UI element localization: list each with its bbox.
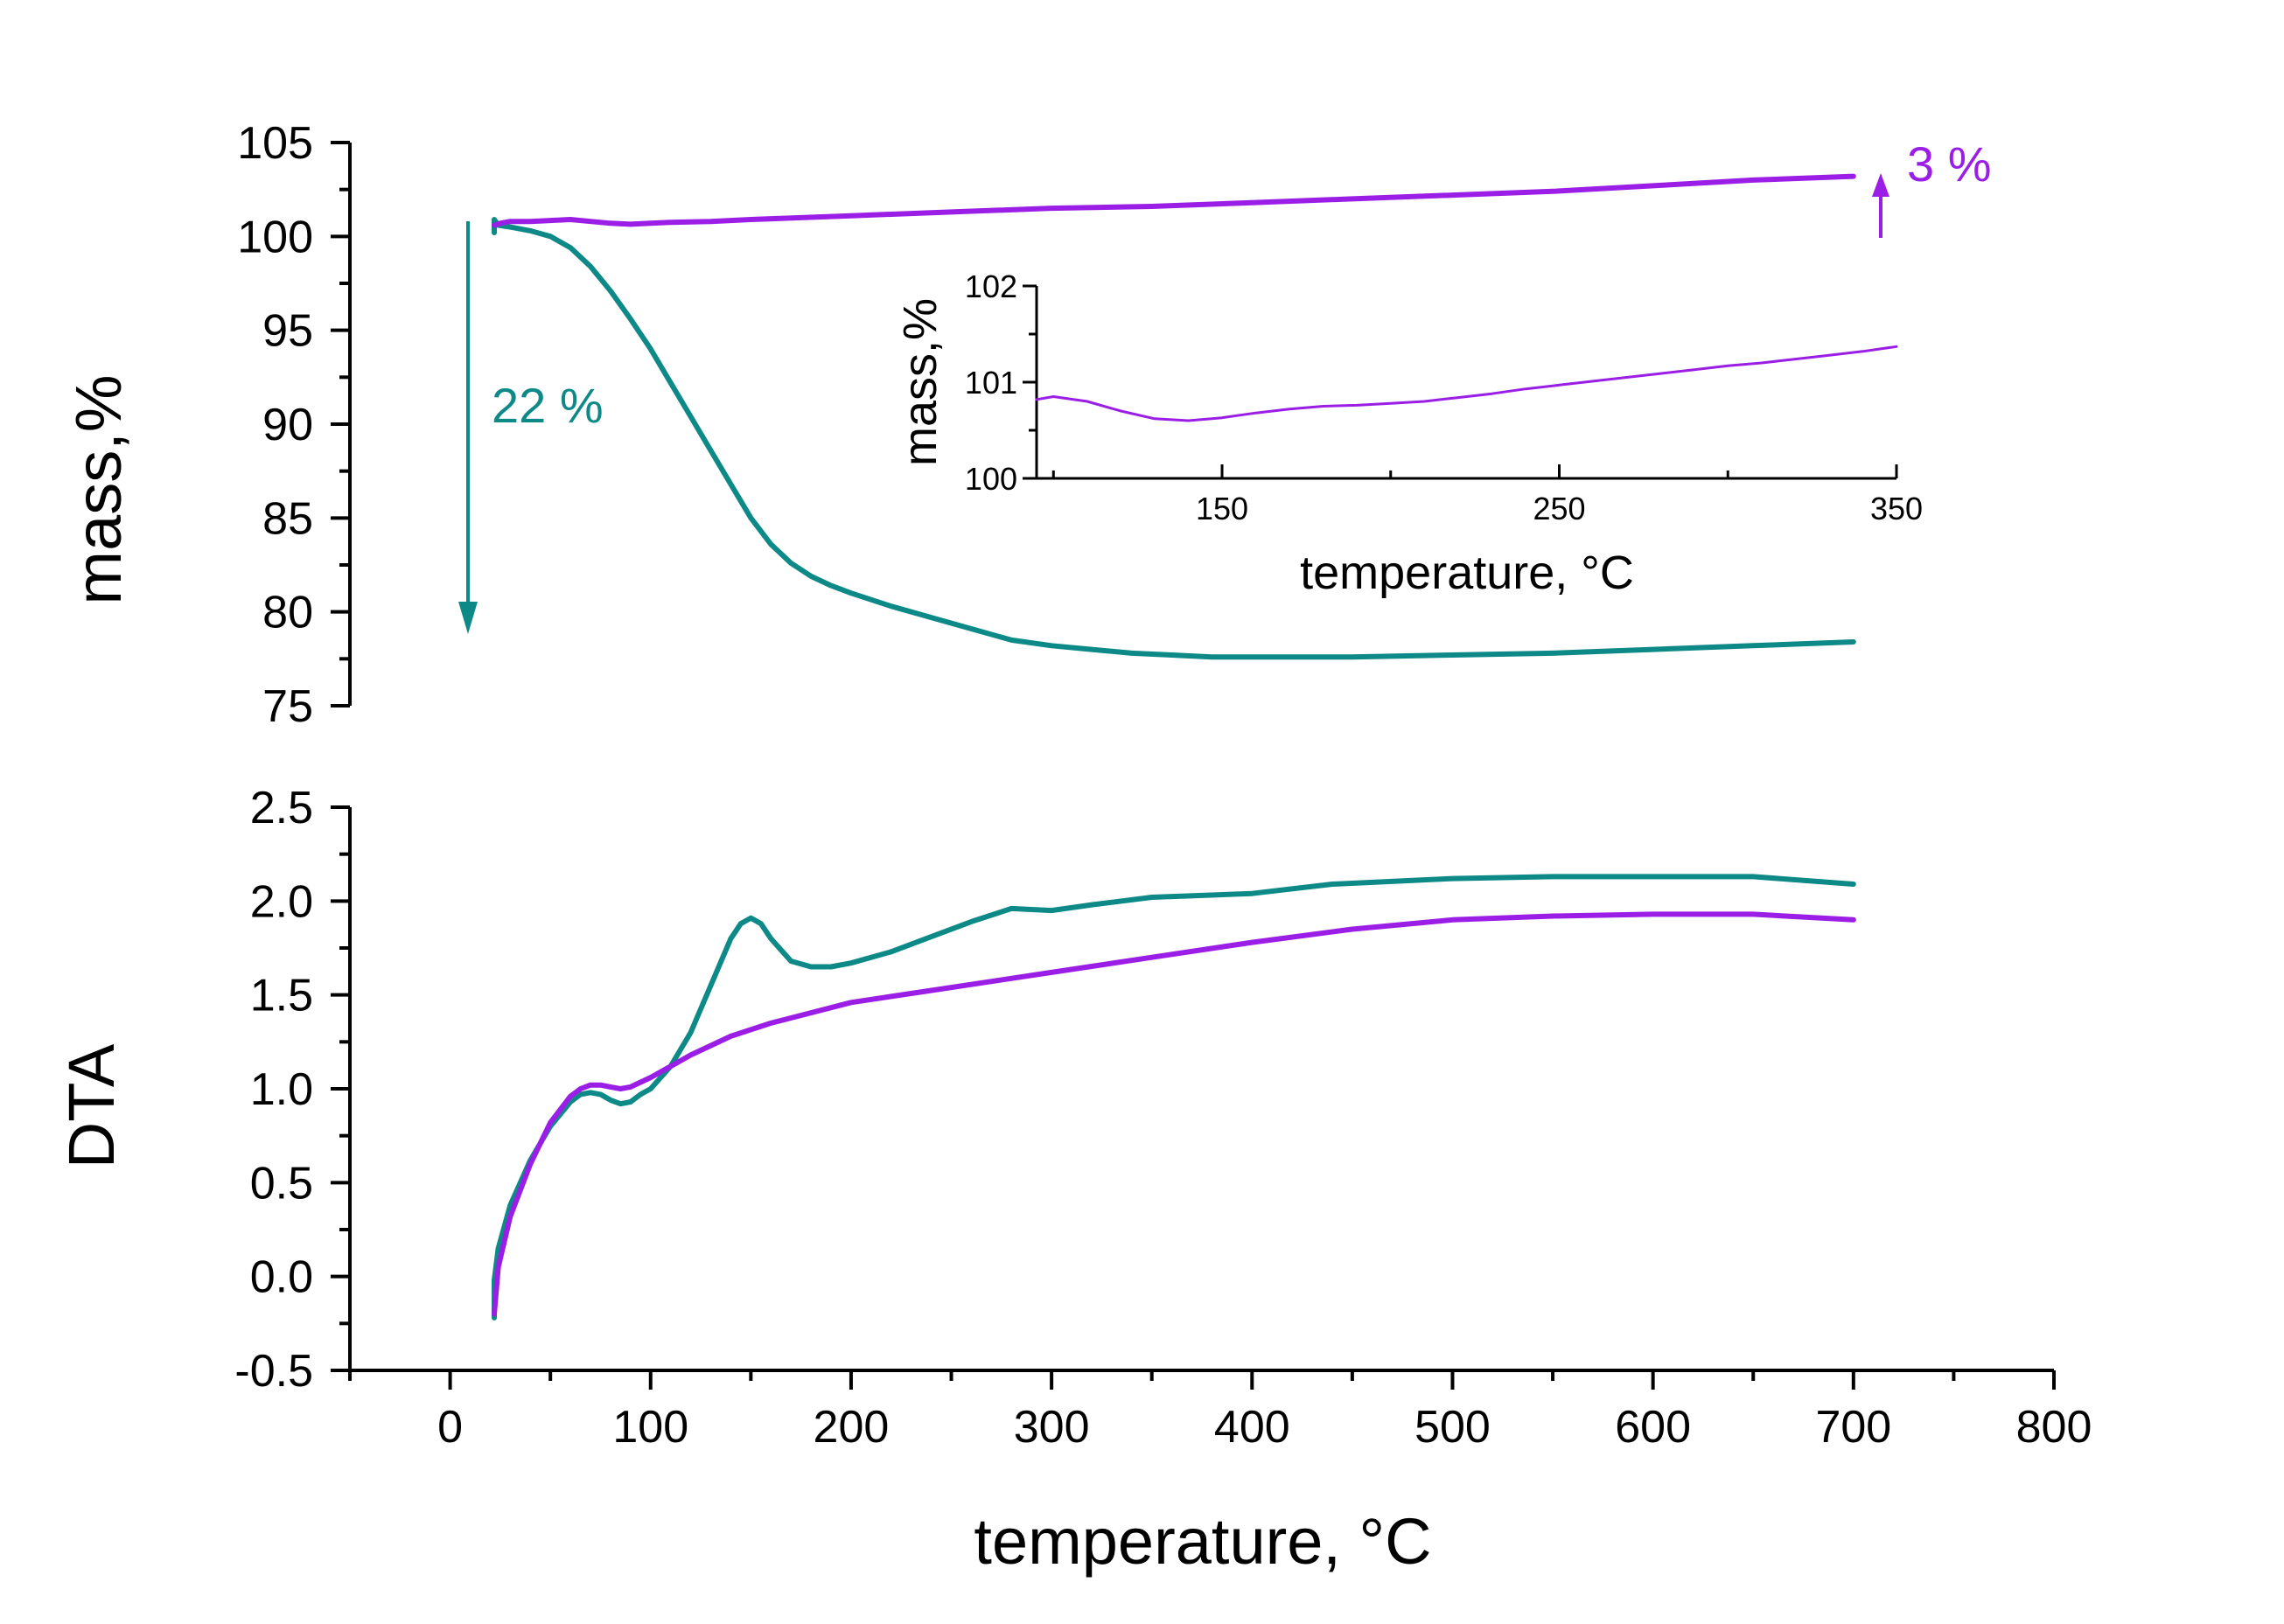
dta-y-tick-label: 1.0 [250, 1064, 313, 1115]
mass-y-tick-label: 85 [262, 493, 313, 544]
dta-y-tick-label: 2.5 [250, 783, 313, 833]
dta-series-teal-line [492, 874, 1856, 1321]
mass-series-purple-line [492, 173, 1856, 228]
inset-x-axis-title: temperature, °C [1300, 547, 1634, 599]
x-tick-label: 200 [814, 1402, 890, 1453]
inset-ticks: 100 101 102 150 250 350 [965, 268, 1923, 526]
mass-panel: 75 80 85 90 95 100 105 mass,% 22 % 3 % [62, 118, 1992, 732]
inset-x-tick-label: 350 [1870, 491, 1923, 526]
x-axis-title: temperature, °C [974, 1505, 1431, 1578]
inset-series-group [1035, 345, 1898, 422]
mass-y-tick-label: 90 [262, 400, 313, 450]
inset-y-tick-label: 101 [965, 365, 1017, 401]
mass-y-tick-label: 100 [237, 212, 313, 262]
mass-y-tick-label: 80 [262, 588, 313, 638]
x-tick-label: 700 [1815, 1402, 1891, 1453]
mass-series-group [492, 173, 1856, 660]
x-tick-label: 0 [437, 1402, 463, 1453]
mass-loss-annotation: 22 % [492, 378, 604, 433]
x-tick-label: 500 [1414, 1402, 1491, 1453]
mass-y-axis-title: mass,% [62, 374, 135, 604]
mass-y-tick-label: 95 [262, 306, 313, 357]
dta-ticks: -0.5 0.0 0.5 1.0 1.5 2.0 2.5 0 100 200 300 400 500 60… [234, 783, 2092, 1453]
dta-y-axis-title: DTA [55, 1043, 128, 1168]
dta-y-tick-label: -0.5 [234, 1346, 313, 1397]
mass-loss-arrow-head [458, 602, 478, 634]
inset-series-purple-line [1035, 345, 1898, 422]
mass-gain-arrow-head [1872, 173, 1889, 197]
dta-y-tick-label: 1.5 [250, 971, 313, 1021]
dta-y-tick-label: 2.0 [250, 876, 313, 927]
inset-y-tick-label: 100 [965, 461, 1017, 497]
inset-x-tick-label: 150 [1196, 491, 1248, 526]
mass-y-ticks: 75 80 85 90 95 100 105 [237, 118, 352, 732]
mass-series-teal-line [492, 217, 1856, 660]
mass-y-tick-label: 75 [262, 681, 313, 732]
dta-series-purple-line [492, 911, 1856, 1317]
x-tick-label: 600 [1615, 1402, 1691, 1453]
inset-x-tick-label: 250 [1533, 491, 1585, 526]
inset-y-tick-label: 102 [965, 268, 1017, 304]
x-tick-label: 300 [1014, 1402, 1090, 1453]
x-tick-label: 400 [1214, 1402, 1290, 1453]
inset-panel: 100 101 102 150 250 350 mass,% temperature, °… [894, 268, 1923, 599]
dta-series-group [492, 874, 1856, 1321]
x-tick-label: 800 [2016, 1402, 2092, 1453]
dta-y-tick-label: 0.5 [250, 1158, 313, 1209]
dta-panel: -0.5 0.0 0.5 1.0 1.5 2.0 2.5 0 100 200 300 400 500 60… [55, 783, 2092, 1578]
mass-y-tick-label: 105 [237, 118, 313, 169]
inset-y-axis-title: mass,% [894, 298, 946, 466]
x-tick-label: 100 [612, 1402, 688, 1453]
mass-gain-annotation: 3 % [1907, 136, 1992, 192]
dta-y-tick-label: 0.0 [250, 1252, 313, 1303]
